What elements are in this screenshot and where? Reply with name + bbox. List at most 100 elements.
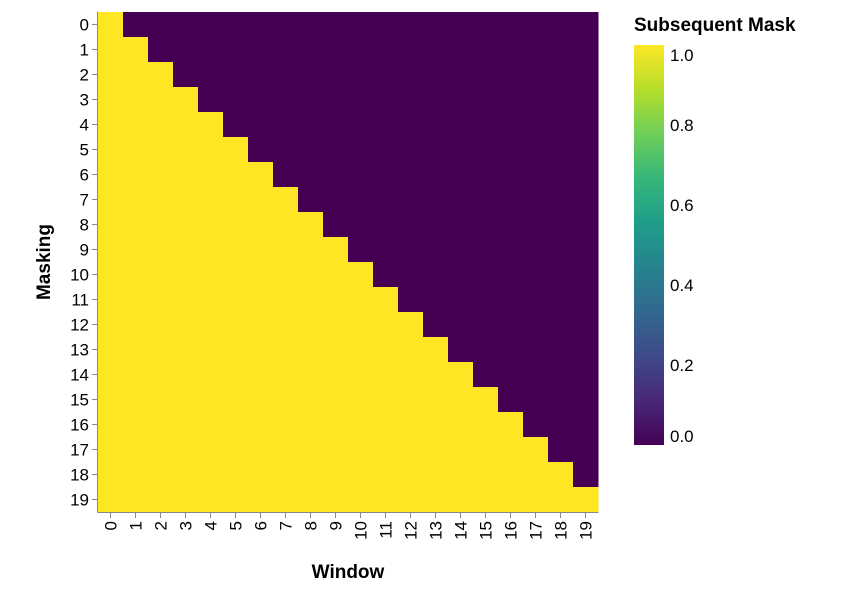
- heatmap-cell: [398, 87, 424, 113]
- heatmap-cell: [498, 462, 524, 488]
- heatmap-cell: [373, 437, 399, 463]
- heatmap-cell: [573, 387, 599, 413]
- heatmap-cell: [398, 362, 424, 388]
- heatmap-cell: [148, 387, 174, 413]
- heatmap-cell: [148, 362, 174, 388]
- heatmap-cell: [398, 312, 424, 338]
- heatmap-cell: [548, 87, 574, 113]
- heatmap-cell: [173, 187, 199, 213]
- heatmap-cell: [323, 462, 349, 488]
- heatmap-cell: [423, 287, 449, 313]
- heatmap-cell: [498, 487, 524, 513]
- heatmap-cell: [248, 212, 274, 238]
- heatmap-cell: [248, 462, 274, 488]
- heatmap-cell: [373, 12, 399, 38]
- heatmap-cell: [123, 337, 149, 363]
- heatmap-cell: [223, 362, 249, 388]
- x-axis: 0 1 2 3 4 5 6 7 8 9 10 11 12 13 14 15 16 17 18 19: [97, 512, 599, 540]
- heatmap-cell: [448, 237, 474, 263]
- heatmap-cell: [373, 237, 399, 263]
- heatmap-cell: [373, 387, 399, 413]
- heatmap-cell: [398, 287, 424, 313]
- heatmap-cell: [498, 337, 524, 363]
- heatmap-cell: [123, 312, 149, 338]
- heatmap-cell: [373, 312, 399, 338]
- heatmap-cell: [423, 37, 449, 63]
- color-legend: Subsequent Mask 0.0 0.2 0.4 0.6 0.8 1.0: [634, 15, 796, 446]
- heatmap-cell: [123, 237, 149, 263]
- heatmap-cell: [573, 437, 599, 463]
- heatmap-cell: [348, 212, 374, 238]
- heatmap-cell: [523, 137, 549, 163]
- heatmap-cell: [498, 287, 524, 313]
- heatmap-cell: [348, 162, 374, 188]
- x-tick-label: 0: [102, 521, 121, 530]
- heatmap-cell: [123, 162, 149, 188]
- heatmap-cell: [398, 462, 424, 488]
- heatmap-cell: [423, 487, 449, 513]
- heatmap-cell: [398, 37, 424, 63]
- heatmap-cell: [473, 337, 499, 363]
- heatmap-cell: [273, 362, 299, 388]
- heatmap-cell: [373, 87, 399, 113]
- heatmap-cell: [148, 62, 174, 88]
- heatmap-cell: [423, 187, 449, 213]
- heatmap-cell: [573, 12, 599, 38]
- heatmap-cell: [248, 412, 274, 438]
- heatmap-cell: [473, 437, 499, 463]
- heatmap-cell: [223, 62, 249, 88]
- heatmap-cell: [373, 62, 399, 88]
- heatmap-cell: [348, 262, 374, 288]
- y-tick-label: 8: [80, 216, 89, 235]
- heatmap-cell: [448, 12, 474, 38]
- heatmap-cell: [498, 137, 524, 163]
- heatmap-cell: [248, 437, 274, 463]
- heatmap-cell: [123, 412, 149, 438]
- heatmap-cell: [348, 487, 374, 513]
- heatmap-cell: [573, 487, 599, 513]
- heatmap-cell: [448, 212, 474, 238]
- heatmap-cell: [523, 487, 549, 513]
- heatmap-cell: [198, 137, 224, 163]
- heatmap-cell: [473, 37, 499, 63]
- heatmap-cell: [198, 337, 224, 363]
- heatmap-cell: [248, 187, 274, 213]
- heatmap-cell: [273, 262, 299, 288]
- heatmap-cell: [173, 487, 199, 513]
- heatmap-cell: [348, 12, 374, 38]
- heatmap-cell: [373, 462, 399, 488]
- heatmap-cell: [498, 412, 524, 438]
- heatmap-cell: [498, 162, 524, 188]
- heatmap-cell: [298, 337, 324, 363]
- heatmap-cell: [548, 262, 574, 288]
- heatmap-cell: [148, 437, 174, 463]
- heatmap-cell: [148, 112, 174, 138]
- heatmap-cell: [423, 262, 449, 288]
- heatmap-cell: [148, 37, 174, 63]
- heatmap-cell: [323, 187, 349, 213]
- heatmap-cell: [323, 362, 349, 388]
- heatmap-cell: [273, 187, 299, 213]
- x-tick-label: 17: [527, 521, 546, 540]
- heatmap-cell: [248, 262, 274, 288]
- heatmap-cell: [248, 387, 274, 413]
- heatmap-cell: [123, 37, 149, 63]
- y-tick-label: 10: [70, 266, 89, 285]
- heatmap-cell: [498, 387, 524, 413]
- heatmap-cell: [423, 137, 449, 163]
- heatmap-cell: [148, 212, 174, 238]
- heatmap-cell: [148, 162, 174, 188]
- heatmap-cell: [298, 287, 324, 313]
- heatmap-cell: [298, 162, 324, 188]
- heatmap-cell: [473, 212, 499, 238]
- heatmap-cell: [248, 62, 274, 88]
- heatmap-cell: [523, 312, 549, 338]
- x-tick-label: 15: [477, 521, 496, 540]
- x-tick-label: 1: [127, 521, 146, 530]
- heatmap-cell: [548, 187, 574, 213]
- heatmap-cell: [323, 162, 349, 188]
- heatmap-cell: [223, 487, 249, 513]
- heatmap-cell: [98, 187, 124, 213]
- heatmap-cell: [373, 262, 399, 288]
- heatmap-cell: [98, 12, 124, 38]
